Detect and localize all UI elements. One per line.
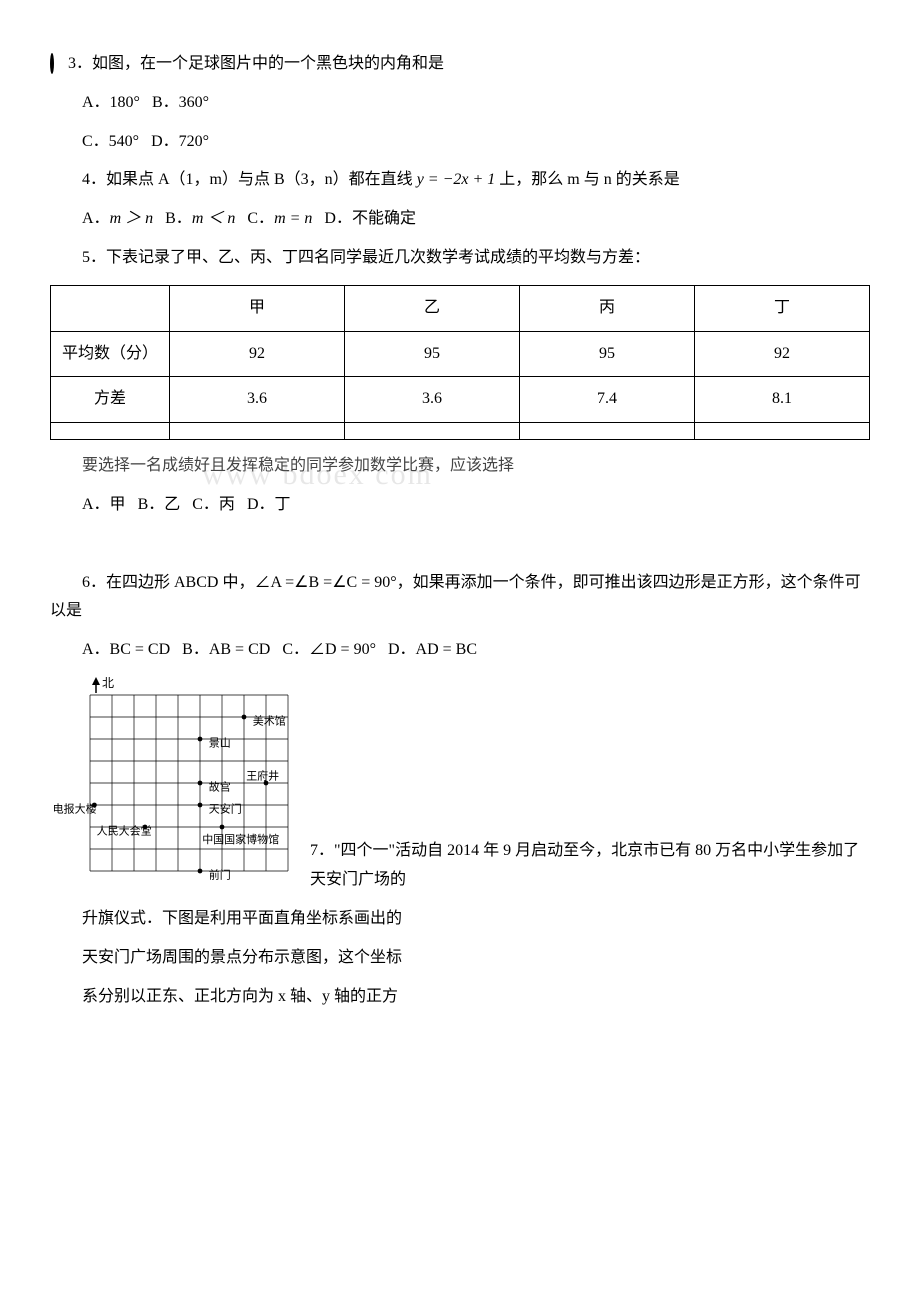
q5-after-text: 要选择一名成绩好且发挥稳定的同学参加数学比赛，应该选择	[82, 457, 514, 474]
q7-line2: 升旗仪式．下图是利用平面直角坐标系画出的	[50, 905, 870, 934]
cell: 92	[695, 331, 870, 377]
cell: 7.4	[520, 377, 695, 423]
q7-line3: 天安门广场周围的景点分布示意图，这个坐标	[50, 944, 870, 973]
q5-after: www bdoex com 要选择一名成绩好且发挥稳定的同学参加数学比赛，应该选…	[50, 452, 870, 481]
svg-text:景山: 景山	[209, 736, 231, 749]
q6-options: A．BC = CD B．AB = CD C．∠D = 90° D．AD = BC	[50, 636, 870, 665]
th-ding: 丁	[695, 285, 870, 331]
q6-optB: B．AB = CD	[182, 641, 270, 658]
cell: 92	[170, 331, 345, 377]
q4-optB-f: m ＜ n	[192, 210, 236, 227]
q4-optA-pre: A．	[82, 210, 110, 227]
q5-table: 甲 乙 丙 丁 平均数（分） 92 95 95 92 方差 3.6 3.6 7.…	[50, 285, 870, 440]
cell-empty	[170, 423, 345, 440]
svg-text:中国国家博物馆: 中国国家博物馆	[202, 832, 279, 846]
th-blank	[51, 285, 170, 331]
q4-optC-pre: C．	[247, 210, 274, 227]
cell: 8.1	[695, 377, 870, 423]
table-row-avg: 平均数（分） 92 95 95 92	[51, 331, 870, 377]
q5-options: A．甲 B．乙 C．丙 D．丁	[50, 491, 870, 520]
q3-optD: D．720°	[151, 133, 209, 150]
svg-text:人民大会堂: 人民大会堂	[97, 823, 152, 837]
svg-text:天安门: 天安门	[209, 801, 242, 815]
q5-optC: C．丙	[192, 496, 235, 513]
q4-formula: y = −2x + 1	[417, 171, 496, 188]
q4-part1: 4．如果点 A（1，m）与点 B（3，n）都在直线	[82, 171, 413, 188]
q3-row: 3．如图，在一个足球图片中的一个黑色块的内角和是	[50, 50, 870, 79]
q3-text: 3．如图，在一个足球图片中的一个黑色块的内角和是	[68, 50, 444, 79]
q4-optD: D．不能确定	[324, 210, 416, 227]
q5-intro: 5．下表记录了甲、乙、丙、丁四名同学最近几次数学考试成绩的平均数与方差：	[50, 244, 870, 273]
svg-text:电报大楼: 电报大楼	[53, 801, 97, 815]
q5-optA: A．甲	[82, 496, 126, 513]
cell: 95	[520, 331, 695, 377]
q4-options: A．m ＞ n B．m ＜ n C．m = n D．不能确定	[50, 205, 870, 234]
q6-optD: D．AD = BC	[388, 641, 477, 658]
svg-text:故宫: 故宫	[209, 779, 231, 793]
q5-optB: B．乙	[138, 496, 181, 513]
th-jia: 甲	[170, 285, 345, 331]
svg-text:美术馆: 美术馆	[253, 713, 286, 727]
q4-optA-f: m ＞ n	[110, 210, 154, 227]
cell: 3.6	[345, 377, 520, 423]
q6-optC: C．∠D = 90°	[282, 641, 376, 658]
q5-optD: D．丁	[247, 496, 291, 513]
th-yi: 乙	[345, 285, 520, 331]
svg-text:王府井: 王府井	[246, 768, 279, 782]
q7-line1: 7．"四个一"活动自 2014 年 9 月启动至今，北京市已有 80 万名中小学…	[310, 837, 870, 895]
q3-options-row2: C．540° D．720°	[50, 128, 870, 157]
q6-line: 6．在四边形 ABCD 中，∠A =∠B =∠C = 90°，如果再添加一个条件…	[50, 569, 870, 627]
q6-optA: A．BC = CD	[82, 641, 170, 658]
q4-part2: 上，那么 m 与 n 的关系是	[499, 171, 679, 188]
table-row-var: 方差 3.6 3.6 7.4 8.1	[51, 377, 870, 423]
table-row-empty	[51, 423, 870, 440]
cell: 95	[345, 331, 520, 377]
cell-empty	[345, 423, 520, 440]
q3-options-row1: A．180° B．360°	[50, 89, 870, 118]
map-diagram: 北美术馆景山故宫 王府井电报大楼 天安门人民大会堂中国国家博物馆前门	[50, 675, 300, 895]
q4-optC-f: m = n	[274, 210, 312, 227]
rowh-avg: 平均数（分）	[51, 331, 170, 377]
q3-optC: C．540°	[82, 133, 139, 150]
cell-empty	[520, 423, 695, 440]
svg-text:前门: 前门	[209, 867, 231, 881]
q3-optA: A．180°	[82, 94, 140, 111]
cell-empty	[51, 423, 170, 440]
cell-empty	[695, 423, 870, 440]
svg-text:北: 北	[102, 676, 114, 690]
q3-optB: B．360°	[152, 94, 209, 111]
q7-line4: 系分别以正东、正北方向为 x 轴、y 轴的正方	[50, 983, 870, 1012]
cell: 3.6	[170, 377, 345, 423]
th-bing: 丙	[520, 285, 695, 331]
q7-block: 北美术馆景山故宫 王府井电报大楼 天安门人民大会堂中国国家博物馆前门 7．"四个一"…	[50, 675, 870, 895]
q4-line: 4．如果点 A（1，m）与点 B（3，n）都在直线 y = −2x + 1 上，…	[50, 166, 870, 195]
table-header-row: 甲 乙 丙 丁	[51, 285, 870, 331]
rowh-var: 方差	[51, 377, 170, 423]
q4-optB-pre: B．	[165, 210, 192, 227]
soccer-ball-image	[50, 50, 54, 79]
map-svg: 北美术馆景山故宫 王府井电报大楼 天安门人民大会堂中国国家博物馆前门	[50, 675, 300, 895]
